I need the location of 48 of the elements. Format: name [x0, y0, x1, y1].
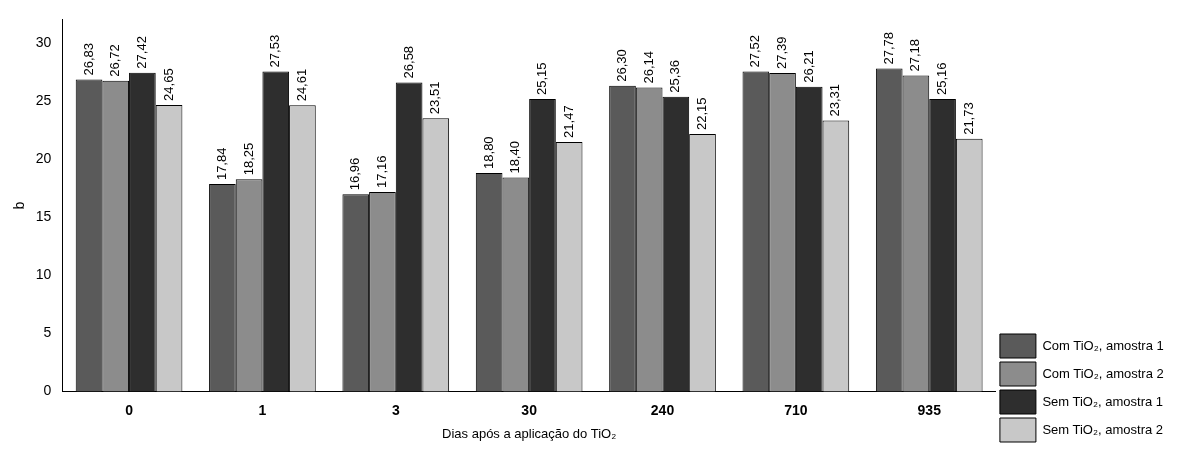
data-label: 21,73: [960, 102, 976, 135]
data-label: 16,96: [347, 157, 363, 191]
data-label: 17,84: [213, 147, 229, 181]
data-label: 27,39: [774, 36, 790, 70]
legend-label: Com TiO₂, amostra 1: [1042, 337, 1164, 353]
legend-label: Sem TiO₂, amostra 2: [1042, 421, 1164, 437]
y-tick-label: 5: [43, 324, 52, 341]
data-label: 27,18: [907, 38, 923, 72]
y-tick-label: 10: [35, 266, 52, 283]
data-label: 26,21: [800, 50, 816, 83]
x-tick-label: 30: [521, 401, 538, 418]
data-label: 25,36: [667, 60, 683, 93]
x-axis-title: Dias após a aplicação do TiO₂: [442, 425, 617, 441]
x-tick-label: 710: [784, 401, 808, 418]
x-tick-label: 3: [391, 401, 400, 418]
data-label: 17,16: [374, 155, 390, 189]
y-tick-label: 30: [35, 33, 52, 50]
data-label: 25,15: [534, 62, 550, 96]
y-axis-title: b: [11, 201, 28, 210]
data-label: 27,42: [133, 36, 149, 69]
y-tick-label: 25: [35, 91, 52, 108]
legend-label: Com TiO₂, amostra 2: [1042, 365, 1164, 381]
data-label: 26,72: [107, 44, 123, 77]
data-label: 18,80: [480, 136, 496, 169]
data-label: 26,14: [640, 51, 656, 84]
x-tick-label: 0: [125, 401, 134, 418]
x-tick-label: 1: [258, 401, 267, 418]
data-label: 27,78: [880, 31, 896, 65]
x-tick-label: 935: [917, 401, 942, 418]
data-label: 26,58: [400, 45, 416, 79]
data-label: 18,25: [240, 142, 256, 176]
data-label: 26,30: [614, 49, 630, 82]
data-label: 22,15: [694, 97, 710, 130]
x-tick-label: 240: [650, 401, 675, 418]
data-label: 24,65: [160, 68, 176, 101]
legend-label: Sem TiO₂, amostra 1: [1042, 393, 1164, 409]
data-label: 18,40: [507, 141, 523, 174]
y-tick-label: 0: [43, 382, 52, 399]
data-label: 27,53: [267, 34, 283, 68]
data-label: 25,16: [934, 62, 950, 95]
data-label: 23,51: [427, 81, 443, 115]
data-label: 23,31: [827, 83, 843, 117]
y-tick-label: 20: [35, 149, 52, 166]
data-label: 26,83: [80, 42, 96, 76]
y-tick-label: 15: [35, 207, 52, 224]
data-label: 27,52: [747, 34, 763, 68]
data-label: 24,61: [294, 68, 309, 102]
data-label: 21,47: [560, 105, 576, 138]
